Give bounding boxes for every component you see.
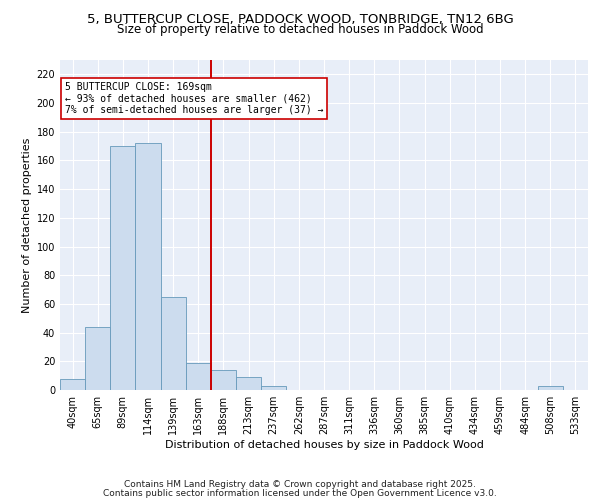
Bar xyxy=(161,296,186,390)
Text: Contains public sector information licensed under the Open Government Licence v3: Contains public sector information licen… xyxy=(103,488,497,498)
Text: 5 BUTTERCUP CLOSE: 169sqm
← 93% of detached houses are smaller (462)
7% of semi-: 5 BUTTERCUP CLOSE: 169sqm ← 93% of detac… xyxy=(65,82,323,114)
Text: Size of property relative to detached houses in Paddock Wood: Size of property relative to detached ho… xyxy=(116,22,484,36)
Bar xyxy=(261,386,286,390)
Bar xyxy=(85,327,110,390)
X-axis label: Distribution of detached houses by size in Paddock Wood: Distribution of detached houses by size … xyxy=(164,440,484,450)
Bar xyxy=(110,146,136,390)
Text: 5, BUTTERCUP CLOSE, PADDOCK WOOD, TONBRIDGE, TN12 6BG: 5, BUTTERCUP CLOSE, PADDOCK WOOD, TONBRI… xyxy=(86,12,514,26)
Bar xyxy=(60,378,85,390)
Bar xyxy=(211,370,236,390)
Y-axis label: Number of detached properties: Number of detached properties xyxy=(22,138,32,312)
Text: Contains HM Land Registry data © Crown copyright and database right 2025.: Contains HM Land Registry data © Crown c… xyxy=(124,480,476,489)
Bar xyxy=(186,362,211,390)
Bar xyxy=(236,377,261,390)
Bar xyxy=(136,143,161,390)
Bar xyxy=(538,386,563,390)
